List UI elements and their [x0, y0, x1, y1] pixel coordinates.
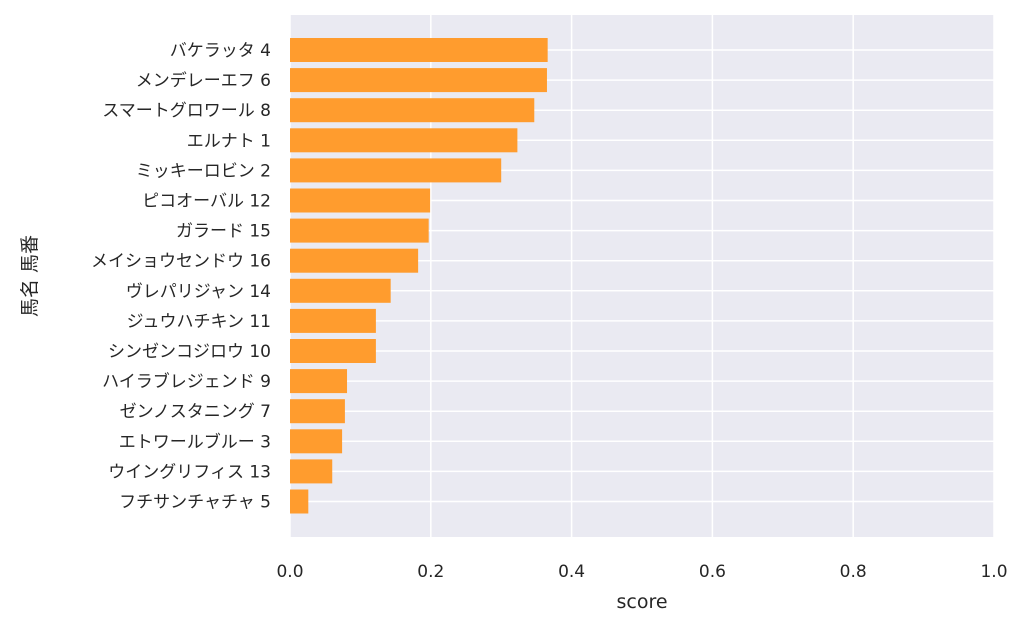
bar	[290, 369, 348, 394]
y-tick-labels: バケラッタ 4 メンデレーエフ 6 スマートグロワール 8 エルナト 1 ミッキーロビン…	[91, 41, 271, 513]
y-tick-label: メンデレーエフ 6	[136, 70, 271, 91]
x-tick-labels: 0.0 0.2 0.4 0.6 0.8 1.0	[276, 562, 1007, 582]
y-tick-label: ヴレパリジャン 14	[126, 282, 271, 302]
y-tick-label: ハイラブレジェンド 9	[102, 371, 271, 392]
y-tick-label: ジュウハチキン 11	[127, 312, 271, 332]
y-tick-label: ウイングリフィス 13	[108, 462, 271, 482]
y-tick-label: フチサンチャチャ 5	[119, 493, 271, 513]
bar	[290, 218, 429, 243]
bar	[290, 248, 419, 273]
y-tick-label: シンゼンコジロウ 10	[108, 342, 271, 362]
y-tick-label: エトワールブルー 3	[119, 431, 271, 452]
bar	[290, 399, 345, 424]
bar	[290, 158, 502, 183]
bar	[290, 278, 391, 303]
bar	[290, 459, 333, 484]
bar	[290, 308, 376, 333]
x-tick-label: 0.2	[417, 562, 444, 582]
bar	[290, 188, 431, 213]
x-tick-label: 1.0	[980, 562, 1007, 582]
x-tick-label: 0.6	[699, 562, 726, 582]
x-axis-title: score	[616, 591, 667, 613]
plot-background	[290, 15, 994, 537]
bars	[290, 38, 548, 514]
x-tick-label: 0.8	[840, 562, 867, 582]
bar	[290, 429, 343, 454]
bar	[290, 98, 535, 123]
y-tick-label: ゼンノスタニング 7	[120, 402, 271, 422]
y-tick-label: ガラード 15	[176, 222, 271, 242]
bar	[290, 489, 309, 514]
bar	[290, 128, 518, 153]
y-tick-label: バケラッタ 4	[170, 41, 271, 61]
x-tick-label: 0.4	[558, 562, 585, 582]
bar	[290, 339, 376, 363]
y-tick-label: ピコオーバル 12	[142, 192, 271, 212]
x-tick-label: 0.0	[276, 562, 303, 582]
y-tick-label: エルナト 1	[187, 131, 271, 151]
bar	[290, 68, 547, 93]
y-tick-label: メイショウセンドウ 16	[91, 252, 271, 272]
bar	[290, 38, 548, 62]
y-axis-title: 馬名 馬番	[19, 235, 41, 317]
y-tick-label: ミッキーロビン 2	[136, 161, 271, 181]
y-tick-label: スマートグロワール 8	[102, 101, 271, 121]
